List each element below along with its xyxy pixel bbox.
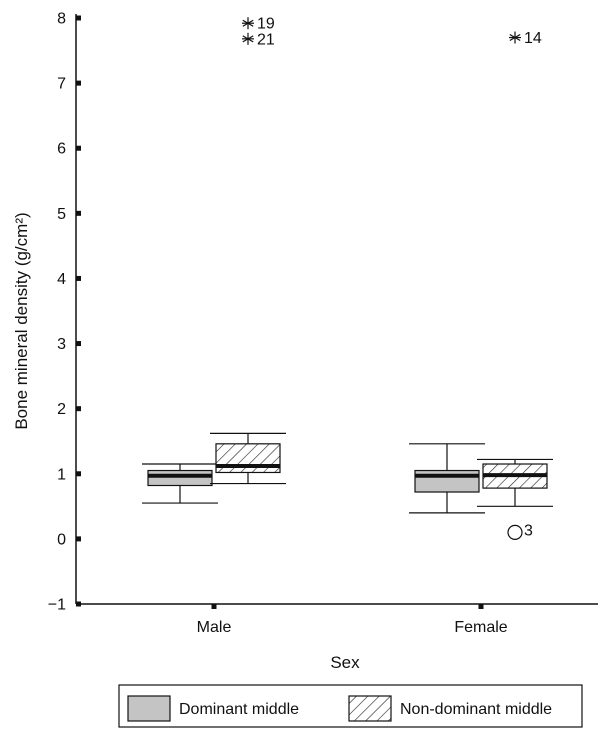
y-tick-mark <box>76 80 81 86</box>
box-dominant-male <box>142 463 218 504</box>
y-tick-label: 4 <box>57 271 66 288</box>
y-axis-title: Bone mineral density (g/cm²) <box>12 212 31 429</box>
y-tick-label: 7 <box>57 76 66 93</box>
boxes <box>142 432 553 514</box>
outlier-star-marker <box>242 32 254 45</box>
y-tick-mark <box>76 145 81 151</box>
legend-label-dominant: Dominant middle <box>179 701 299 718</box>
y-tick-label: 6 <box>57 141 66 158</box>
y-tick-label: 5 <box>57 206 66 223</box>
x-tick-label: Male <box>197 619 232 636</box>
x-axis-title: Sex <box>330 653 360 672</box>
legend-swatch-dominant <box>127 695 171 722</box>
y-tick-label: 3 <box>57 336 66 353</box>
x-tick-mark <box>478 604 484 609</box>
outlier-label: 21 <box>257 31 275 48</box>
y-tick-label: 2 <box>57 401 66 418</box>
outlier-label: 14 <box>524 30 542 47</box>
y-tick-mark <box>76 406 81 412</box>
x-tick-label: Female <box>454 619 507 636</box>
y-tick-mark <box>76 275 81 281</box>
box-non-dominant-male <box>210 432 286 485</box>
legend: Dominant middle Non-dominant middle <box>118 684 583 728</box>
outlier-star-marker <box>509 31 521 44</box>
box-non-dominant-female <box>477 458 553 507</box>
outlier-label: 3 <box>524 522 533 539</box>
x-tick-mark <box>211 604 217 609</box>
y-tick-mark <box>76 341 81 347</box>
y-tick-label: −1 <box>48 597 66 614</box>
axes: −1 0 1 2 3 4 5 6 7 8 Bone mineral density (g/cm²) M… <box>12 11 598 672</box>
y-tick-label: 0 <box>57 531 66 548</box>
y-tick-mark <box>76 15 81 21</box>
box-dominant-female <box>409 443 485 514</box>
y-tick-label: 8 <box>57 11 66 28</box>
y-tick-mark <box>76 536 81 542</box>
outlier-star-marker <box>242 17 254 30</box>
box-body <box>215 443 281 474</box>
box-body <box>147 469 213 487</box>
legend-swatch-non-dominant <box>348 695 392 722</box>
outlier-label: 19 <box>257 16 275 33</box>
y-tick-label: 1 <box>57 466 66 483</box>
legend-label-non-dominant: Non-dominant middle <box>400 701 552 718</box>
outlier-circle-marker <box>507 524 523 540</box>
y-tick-mark <box>76 471 81 477</box>
y-tick-mark <box>76 601 81 607</box>
y-tick-mark <box>76 210 81 216</box>
